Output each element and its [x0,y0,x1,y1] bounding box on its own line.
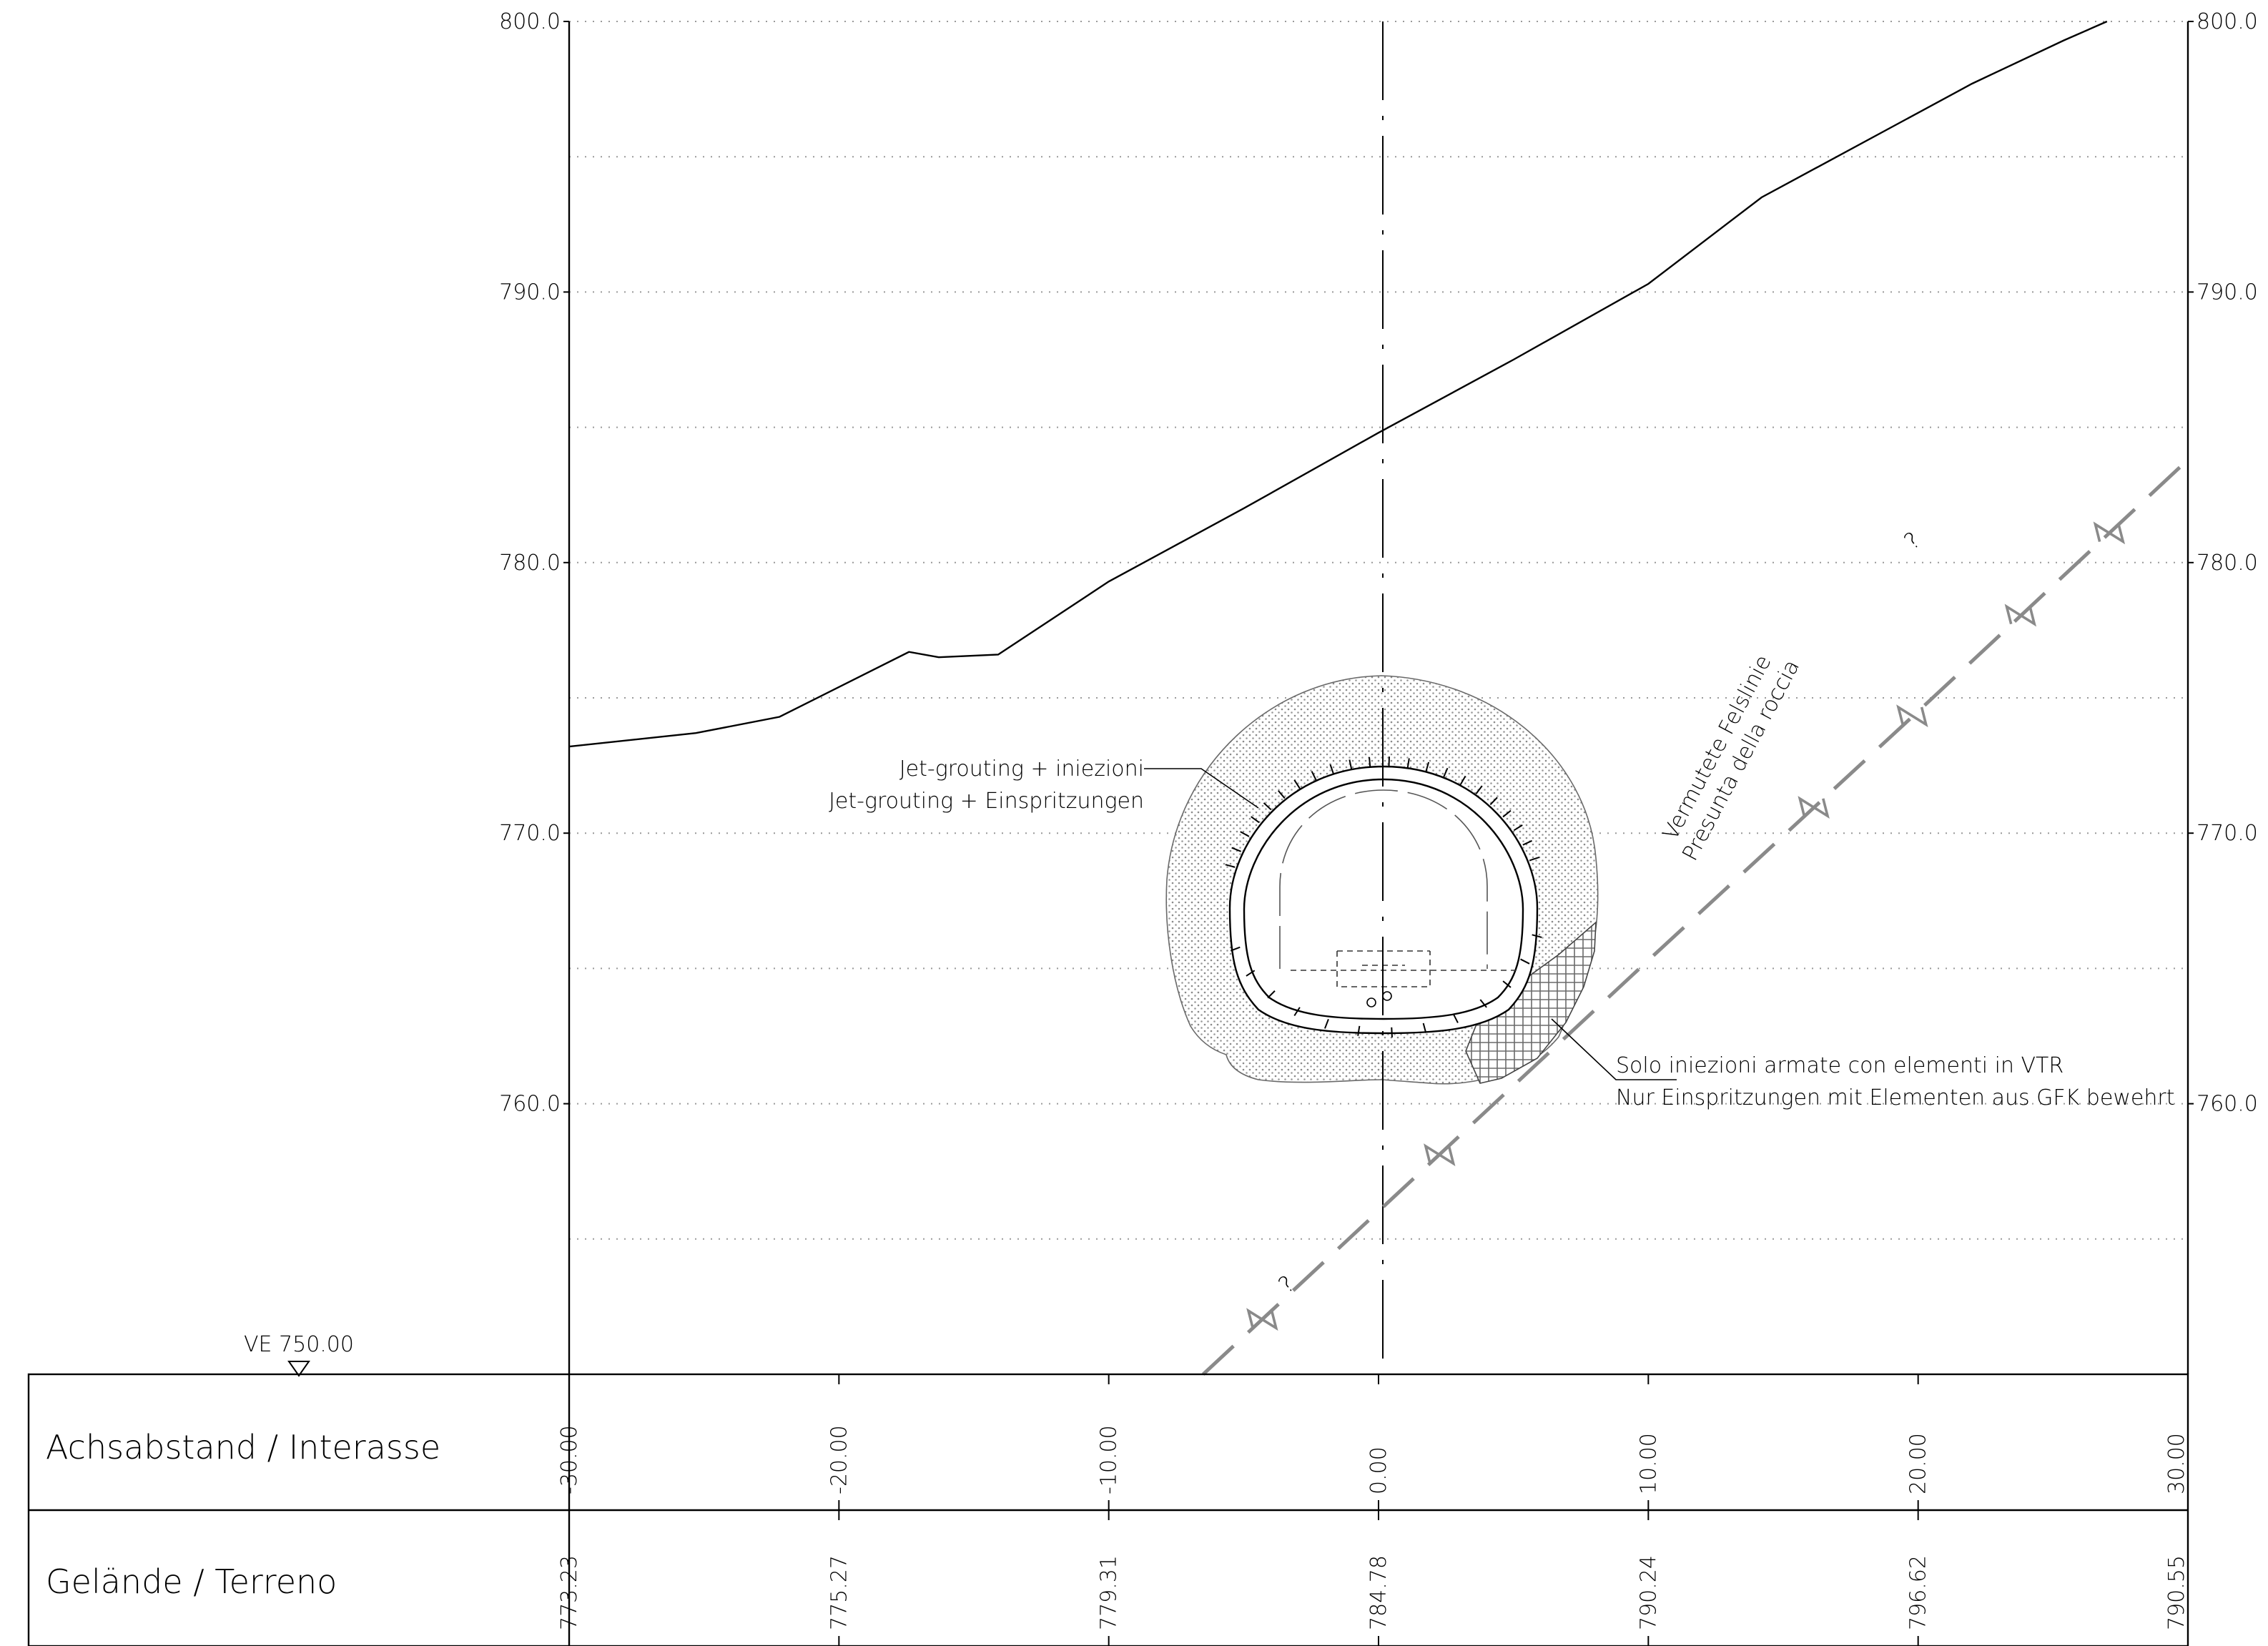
y-tick-label-left: 780.0 [499,551,561,576]
anchor-tick [1263,802,1272,811]
offset-value: 10.00 [1636,1433,1661,1494]
tunnel-inner-lining [1243,778,1524,1020]
anchor-tick [1349,759,1353,770]
question-mark-lower: ? [1273,1270,1300,1298]
offset-value: -20.00 [827,1425,852,1494]
anchor-tick [1406,758,1410,769]
reinforced-label-it: Solo iniezioni armate con elementi in VT… [1616,1053,2064,1078]
anchor-tick [1293,1007,1301,1017]
anchor-tick [1324,1019,1329,1029]
anchor-tick [1230,946,1241,952]
terrain-value: 790.24 [1636,1555,1661,1630]
lining-anchor-ticks [1225,757,1542,1038]
y-tick-label-left: 800.0 [499,9,561,34]
jet-grouting-label-de: Jet-grouting + Einspritzungen [829,789,1144,814]
anchor-tick [1231,847,1242,852]
terrain-value: 784.78 [1366,1555,1391,1630]
anchor-tick [1246,970,1256,977]
reinforced-leader [1551,1018,1677,1080]
tunnel-clearance-profile [1279,789,1488,969]
terrain-value: 790.55 [2164,1555,2189,1630]
offset-value: 20.00 [1906,1433,1931,1494]
anchor-tick [1369,757,1371,767]
anchor-tick [1529,857,1540,862]
jet-grouting-label-it: Jet-grouting + iniezioni [899,757,1144,782]
tunnel-invert-structure [1291,950,1516,987]
drain-pipe-1 [1366,997,1376,1007]
anchor-tick [1267,990,1276,999]
offset-value: 0.00 [1366,1447,1391,1494]
y-tick-label-right: 790.0 [2196,280,2258,305]
y-tick-label-right: 770.0 [2196,821,2258,846]
reinforced-label-de: Nur Einspritzungen mit Elementen aus GFK… [1616,1085,2174,1110]
anchor-tick [1240,831,1250,837]
anchor-tick [1278,790,1286,799]
question-mark-upper: ? [1899,526,1926,555]
anchor-tick [1532,934,1542,938]
rock-line-break-mark [1246,1308,1278,1331]
anchor-tick [1513,824,1523,832]
profile-table: Achsabstand / Interasse Gelände / Terren… [27,1373,2189,1646]
offset-value: -30.00 [557,1425,582,1494]
y-axis-ticks-left: 800.0 790.0 780.0 770.0 760.0 [499,9,569,1117]
tunnel-cross-section [1165,675,1599,1085]
anchor-tick [1311,771,1317,781]
anchor-tick [1391,1027,1393,1038]
anchor-tick [1502,980,1512,988]
table-columns: -30.00 773.23 -20.00 775.27 -10.00 779.31 0.00… [557,1374,2189,1646]
anchor-tick [1522,839,1532,846]
anchor-tick [1293,779,1301,789]
y-tick-label-right: 760.0 [2196,1092,2258,1117]
offset-value: 30.00 [2164,1433,2189,1494]
rock-line-break-mark [2004,603,2037,627]
y-tick-label-right: 800.0 [2196,9,2258,34]
anchor-tick [1502,809,1512,818]
anchor-tick [1475,785,1483,794]
anchor-tick [1357,1025,1361,1036]
anchor-tick [1251,816,1260,824]
anchor-tick [1452,1013,1459,1023]
rock-line-break-mark [1798,796,1830,819]
anchor-tick [1425,762,1430,772]
series-terrain-line [569,20,2108,748]
row-label-offset: Achsabstand / Interasse [46,1428,440,1467]
chart-series [569,20,2189,1376]
terrain-value: 773.23 [557,1555,582,1630]
terrain-value: 779.31 [1097,1555,1122,1630]
rock-line-break-mark [2093,521,2126,545]
datum-triangle-icon [287,1361,310,1377]
rock-line-break-mark [1896,704,1928,728]
y-axis-ticks-right: 800.0 790.0 780.0 770.0 760.0 [2188,9,2258,1117]
anchor-tick [1479,999,1487,1008]
datum-label: VE 750.00 [244,1332,354,1357]
y-tick-label-left: 770.0 [499,821,561,846]
rock-line-breaks [1246,521,2126,1331]
anchor-tick [1329,764,1334,774]
anchor-tick [1225,864,1236,868]
terrain-value: 775.27 [827,1555,852,1630]
anchor-tick [1443,767,1449,778]
anchor-tick [1489,797,1498,806]
rock-line-break-mark [1424,1143,1456,1166]
anchor-tick [1422,1022,1427,1033]
row-label-terrain: Gelände / Terreno [46,1562,337,1601]
y-tick-label-left: 790.0 [499,280,561,305]
jet-grouting-leader [1144,768,1259,809]
y-tick-label-left: 760.0 [499,1092,561,1117]
y-tick-label-right: 780.0 [2196,551,2258,576]
drain-pipe-2 [1382,991,1392,1001]
offset-value: -10.00 [1097,1425,1122,1494]
terrain-value: 796.62 [1906,1555,1931,1630]
anchor-tick [1459,775,1466,785]
anchor-tick [1520,958,1530,965]
